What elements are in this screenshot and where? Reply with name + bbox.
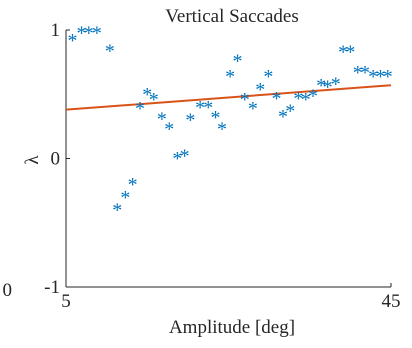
data-point: * [232,51,242,73]
data-point: * [112,200,122,222]
stray-tick-label: 0 [3,280,13,301]
data-point: * [211,107,221,129]
data-point: * [308,85,318,107]
data-point: * [285,101,295,123]
data-point: * [331,74,341,96]
data-point: * [316,75,326,97]
data-point: * [128,174,138,196]
data-point: * [323,76,333,98]
data-point: * [338,42,348,64]
y-tick-label: 1 [51,20,61,41]
data-point: * [135,98,145,120]
chart-title: Vertical Saccades [165,6,298,27]
data-point: * [142,84,152,106]
data-point: * [149,89,159,111]
y-tick-label: -1 [44,277,60,298]
data-point: * [368,66,378,88]
data-point: * [360,62,370,84]
data-point: * [301,89,311,111]
data-point: * [105,40,115,62]
data-point: * [195,97,205,119]
fit-line [65,84,392,111]
data-point: * [271,88,281,110]
data-point: * [255,79,265,101]
labels-group: Vertical Saccades Amplitude [deg] λ 0 [3,6,299,338]
data-point: * [353,62,363,84]
x-tick-label: 45 [382,291,401,312]
data-point: * [120,187,130,209]
data-point: * [180,146,190,168]
data-point: * [217,119,227,141]
data-point: * [92,22,102,44]
data-point: * [240,89,250,111]
data-point: * [278,106,288,128]
data-point: * [248,98,258,120]
data-point: * [164,119,174,141]
data-points-group: ****************************************… [68,22,393,221]
x-tick-label: 5 [61,291,71,312]
data-point: * [172,148,182,170]
data-point: * [157,108,167,130]
data-point: * [375,66,385,88]
fit-line-group [65,84,392,111]
data-point: * [263,66,273,88]
y-axis-label: λ [22,155,43,165]
data-point: * [76,22,86,44]
data-point: * [84,22,94,44]
data-point: * [383,66,393,88]
data-point: * [225,66,235,88]
data-point: * [293,88,303,110]
axes-group: 1 0 -15 45 [44,20,400,312]
data-point: * [185,110,195,132]
x-axis-label: Amplitude [deg] [169,317,295,338]
data-point: * [345,42,355,64]
data-point: * [203,97,213,119]
data-point: * [68,30,78,52]
y-tick-label: 0 [51,149,61,170]
